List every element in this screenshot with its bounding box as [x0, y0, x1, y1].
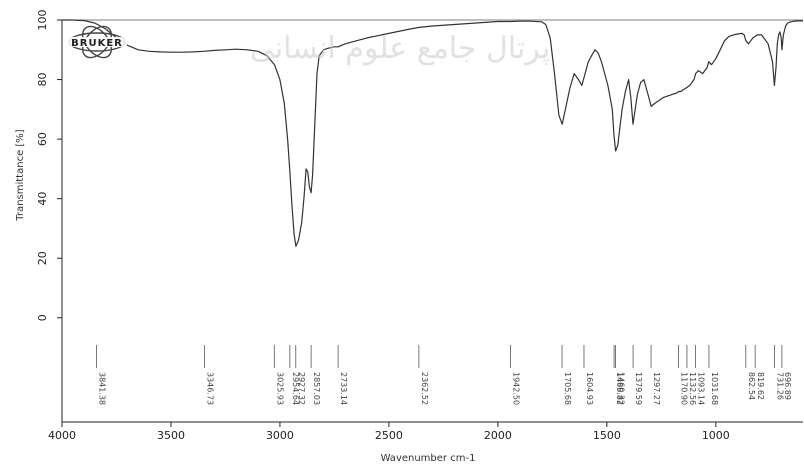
peak-label: 3025.93 — [275, 372, 284, 405]
peak-label: 1031.68 — [710, 372, 719, 405]
y-axis-title: Transmittance [%] — [15, 129, 26, 221]
y-tick-labels: 0 20 40 60 80 100 — [36, 10, 49, 322]
x-tick-labels: 4000 3500 3000 2500 2000 1500 1000 — [48, 429, 730, 442]
y-tick-label: 60 — [36, 132, 49, 146]
peak-label: 2857.03 — [312, 372, 321, 405]
peak-label: 1170.90 — [680, 372, 689, 405]
logo-ring-diagonal-b — [81, 25, 113, 59]
peak-label: 1093.14 — [697, 372, 706, 405]
peak-label: 2733.14 — [339, 372, 348, 405]
peak-label: 1132.56 — [688, 372, 697, 405]
peak-label: 1942.50 — [511, 372, 520, 405]
logo-ring-diagonal-a — [81, 25, 113, 59]
chart-ticks — [57, 19, 717, 427]
y-tick-label: 100 — [36, 10, 49, 31]
x-tick-label: 1500 — [593, 429, 621, 442]
x-axis-title: Wavenumber cm-1 — [381, 453, 476, 464]
x-tick-label: 2500 — [375, 429, 403, 442]
peak-label: 696.89 — [783, 372, 792, 400]
chart-axes — [61, 19, 803, 423]
x-tick-label: 3500 — [157, 429, 185, 442]
x-tick-label: 4000 — [48, 429, 76, 442]
logo-text-band — [67, 37, 127, 47]
peak-label: 2362.52 — [420, 372, 429, 405]
x-tick-label: 1000 — [702, 429, 730, 442]
bruker-logo: BRUKER — [67, 25, 127, 59]
peak-label: 2954.64 — [291, 372, 300, 405]
peak-label: 819.62 — [756, 372, 765, 400]
peak-label: 862.54 — [747, 372, 756, 400]
y-tick-label: 40 — [36, 192, 49, 206]
peak-label: 1460.32 — [617, 372, 626, 405]
peak-label: 1379.59 — [634, 372, 643, 405]
spectrum-line — [62, 19, 803, 247]
spectrum-series — [62, 19, 803, 247]
peak-label: 3841.38 — [98, 372, 107, 405]
x-tick-label: 2000 — [484, 429, 512, 442]
y-tick-label: 20 — [36, 251, 49, 265]
peak-label: 731.26 — [775, 372, 784, 400]
y-tick-label: 80 — [36, 73, 49, 87]
peak-label: 1705.68 — [563, 372, 572, 405]
peak-label: 3346.73 — [205, 372, 214, 405]
peak-label: 1466.82 — [615, 372, 624, 405]
y-tick-label: 0 — [36, 314, 49, 321]
peak-label: 1297.27 — [652, 372, 661, 405]
watermark-text: پرتال جامع علوم انسانی — [250, 31, 550, 66]
logo-text: BRUKER — [71, 38, 123, 49]
peak-label: 2927.32 — [297, 372, 306, 405]
peak-label: 1604.93 — [585, 372, 594, 405]
x-tick-label: 3000 — [266, 429, 294, 442]
